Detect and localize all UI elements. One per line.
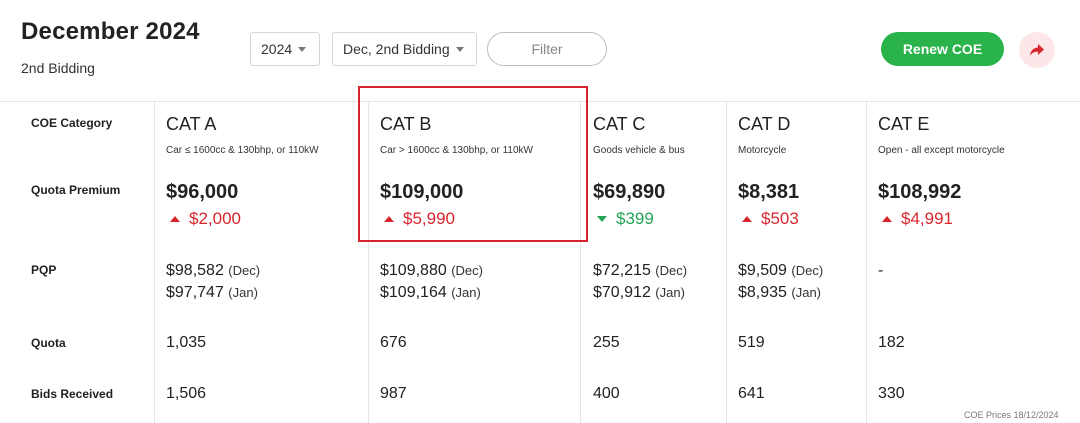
quota-premium: $109,000 [380,181,464,203]
quota-value: 676 [380,334,407,351]
category-description: Goods vehicle & bus [593,145,685,156]
bids-received-value: 400 [593,385,620,402]
premium-change-value: $5,990 [403,209,455,228]
column-divider [866,101,867,423]
pqp-value: $9,509 (Dec) [738,262,823,280]
pqp-amount: $9,509 [738,262,787,279]
pqp-month: (Dec) [791,263,824,278]
pqp-value: $109,164 (Jan) [380,284,481,302]
row-label-pqp: PQP [31,263,57,277]
bidding-select[interactable]: Dec, 2nd Bidding [332,32,477,66]
quota-value: 182 [878,334,905,351]
bidding-select-value: Dec, 2nd Bidding [343,41,450,57]
pqp-amount: $8,935 [738,284,787,301]
category-description: Motorcycle [738,145,787,156]
quota-premium: $69,890 [593,181,666,203]
pqp-amount: $70,912 [593,284,651,301]
premium-change: $5,990 [384,209,455,229]
premium-change-value: $399 [616,209,654,228]
year-select-value: 2024 [261,41,293,57]
row-label-premium: Quota Premium [31,183,121,197]
category-name: CAT D [738,114,791,134]
share-arrow-icon [1030,44,1044,56]
row-label-quota: Quota [31,336,66,350]
renew-coe-button[interactable]: Renew COE [881,32,1004,66]
pqp-month: (Jan) [451,285,481,300]
increase-arrow-icon [742,216,752,222]
pqp-amount: $109,880 [380,262,447,279]
page-title: December 2024 [21,18,200,45]
pqp-amount: $72,215 [593,262,651,279]
row-label-category: COE Category [31,116,113,130]
highlight-box [358,86,588,242]
premium-change-value: $4,991 [901,209,953,228]
bids-received-value: 1,506 [166,385,207,402]
category-description: Car > 1600cc & 130bhp, or 110kW [380,145,533,156]
quota-premium: $108,992 [878,181,962,203]
pqp-amount: $97,747 [166,284,224,301]
quota-value: 1,035 [166,334,207,351]
column-divider [726,101,727,423]
category-name: CAT B [380,114,432,134]
pqp-value: $8,935 (Jan) [738,284,821,302]
increase-arrow-icon [384,216,394,222]
column-divider [368,101,369,423]
filter-button[interactable]: Filter [487,32,607,66]
quota-premium: $96,000 [166,181,239,203]
premium-change-value: $503 [761,209,799,228]
pqp-value: - [878,262,884,279]
quota-value: 255 [593,334,620,351]
column-divider [154,101,155,423]
pqp-amount: $109,164 [380,284,447,301]
category-name: CAT E [878,114,930,134]
page-header: December 2024 2nd Bidding 2024 Dec, 2nd … [0,0,1080,102]
page-subtitle: 2nd Bidding [21,60,95,76]
increase-arrow-icon [882,216,892,222]
footnote: COE Prices 18/12/2024 [964,410,1059,420]
pqp-amount: $98,582 [166,262,224,279]
pqp-value: $98,582 (Dec) [166,262,260,280]
category-description: Open - all except motorcycle [878,145,1005,156]
decrease-arrow-icon [597,216,607,222]
share-button[interactable] [1019,32,1055,68]
bids-received-value: 330 [878,385,905,402]
premium-change-value: $2,000 [189,209,241,228]
caret-down-icon [455,46,464,52]
pqp-month: (Dec) [655,263,688,278]
column-divider [580,101,581,423]
premium-change: $4,991 [882,209,953,229]
caret-down-icon [298,46,307,52]
pqp-month: (Dec) [451,263,483,278]
pqp-month: (Dec) [228,263,261,278]
increase-arrow-icon [170,216,180,222]
premium-change: $2,000 [170,209,241,229]
pqp-month: (Jan) [791,285,822,300]
category-name: CAT C [593,114,646,134]
quota-value: 519 [738,334,765,351]
year-select[interactable]: 2024 [250,32,320,66]
premium-change: $399 [597,209,654,229]
row-label-bids: Bids Received [31,387,114,401]
pqp-value: $109,880 (Dec) [380,262,483,280]
category-description: Car ≤ 1600cc & 130bhp, or 110kW [166,145,319,156]
quota-premium: $8,381 [738,181,800,203]
bids-received-value: 641 [738,385,765,402]
pqp-month: (Jan) [655,285,685,300]
pqp-value: $97,747 (Jan) [166,284,258,302]
premium-change: $503 [742,209,799,229]
pqp-month: (Jan) [228,285,258,300]
bids-received-value: 987 [380,385,407,402]
pqp-value: $70,912 (Jan) [593,284,685,302]
category-name: CAT A [166,114,217,134]
pqp-value: $72,215 (Dec) [593,262,687,280]
